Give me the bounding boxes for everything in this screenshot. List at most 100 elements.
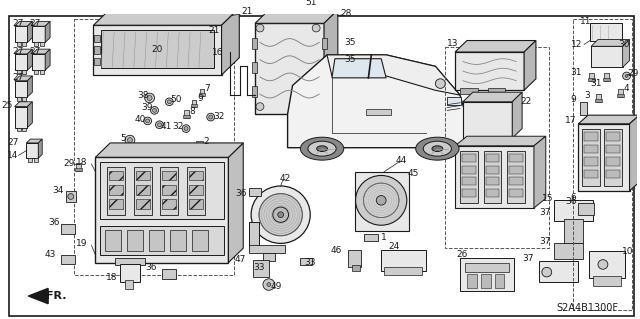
Text: 27: 27 [12, 19, 23, 28]
Bar [26, 143, 38, 158]
Bar [554, 243, 583, 259]
Bar [136, 199, 150, 209]
Bar [17, 128, 20, 131]
Polygon shape [221, 8, 239, 75]
Text: 13: 13 [447, 39, 459, 48]
Bar [76, 163, 81, 171]
Circle shape [182, 125, 190, 132]
Bar [17, 42, 20, 46]
Bar [462, 154, 476, 162]
Circle shape [209, 115, 212, 119]
Bar [364, 234, 378, 241]
Bar [75, 168, 82, 171]
Text: 10: 10 [622, 247, 634, 256]
Circle shape [435, 79, 445, 88]
Bar [192, 230, 208, 251]
Bar [322, 38, 327, 49]
Bar [355, 172, 409, 231]
Bar [367, 109, 391, 115]
Bar [17, 70, 20, 74]
Bar [580, 102, 587, 115]
Bar [195, 146, 204, 149]
Polygon shape [623, 40, 630, 67]
Bar [15, 54, 28, 70]
Bar [462, 177, 476, 185]
Bar [509, 166, 523, 174]
Circle shape [156, 121, 163, 129]
Polygon shape [591, 40, 630, 46]
Bar [109, 199, 123, 209]
Text: FR.: FR. [45, 291, 67, 301]
Polygon shape [45, 21, 50, 42]
Circle shape [146, 119, 150, 123]
Bar [606, 145, 620, 153]
Bar [486, 189, 499, 197]
Polygon shape [15, 76, 33, 81]
Bar [163, 269, 176, 279]
Polygon shape [228, 143, 243, 263]
Circle shape [152, 108, 157, 112]
Text: S2A4B1300F: S2A4B1300F [557, 303, 619, 314]
Bar [554, 200, 593, 221]
Bar [606, 170, 620, 178]
Circle shape [256, 24, 264, 32]
Circle shape [167, 100, 172, 104]
Bar [590, 23, 621, 41]
Bar [563, 219, 583, 243]
Bar [109, 171, 123, 180]
Bar [348, 250, 362, 267]
Bar [95, 35, 100, 42]
Text: 4: 4 [624, 84, 629, 93]
Bar [74, 19, 234, 275]
Text: 29: 29 [628, 69, 639, 78]
Bar [252, 62, 257, 73]
Bar [22, 70, 26, 74]
Bar [253, 260, 269, 277]
Bar [481, 274, 491, 288]
Bar [462, 189, 476, 197]
Polygon shape [28, 21, 33, 42]
Bar [35, 42, 38, 46]
Text: 25: 25 [1, 101, 13, 110]
Bar [584, 157, 598, 166]
Text: 26: 26 [456, 250, 468, 259]
Polygon shape [455, 41, 536, 52]
Bar [189, 171, 203, 180]
Polygon shape [28, 76, 33, 97]
Bar [125, 280, 133, 289]
Bar [486, 154, 499, 162]
Text: 30: 30 [618, 40, 629, 49]
Circle shape [267, 283, 271, 286]
Circle shape [259, 194, 302, 236]
Polygon shape [28, 288, 48, 304]
Polygon shape [630, 115, 639, 191]
Bar [15, 81, 28, 97]
Text: 35: 35 [344, 38, 355, 47]
Text: 8: 8 [189, 107, 195, 116]
Bar [460, 151, 478, 203]
Text: 49: 49 [271, 282, 282, 291]
Bar [467, 274, 477, 288]
Bar [579, 203, 594, 215]
Bar [109, 185, 123, 195]
Circle shape [598, 260, 608, 269]
Bar [105, 230, 121, 251]
Ellipse shape [317, 146, 328, 152]
Circle shape [207, 113, 214, 121]
Text: 38: 38 [137, 91, 148, 100]
Polygon shape [28, 102, 33, 128]
Text: 29: 29 [63, 160, 74, 168]
Bar [115, 258, 145, 265]
Bar [95, 58, 100, 65]
Bar [596, 94, 601, 102]
Text: 37: 37 [539, 237, 550, 246]
Bar [508, 151, 525, 203]
Bar [35, 158, 38, 162]
Text: 32: 32 [173, 122, 184, 131]
Bar [22, 128, 26, 131]
Bar [100, 162, 223, 219]
Bar [509, 177, 523, 185]
Polygon shape [38, 139, 42, 158]
Text: 36: 36 [236, 189, 247, 198]
Text: 45: 45 [408, 169, 419, 178]
